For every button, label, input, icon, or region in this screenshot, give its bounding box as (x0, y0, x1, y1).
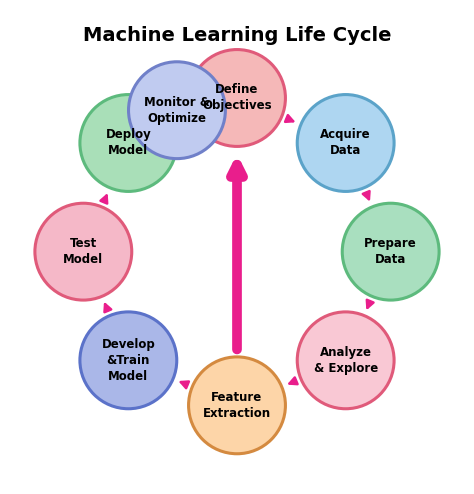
Circle shape (342, 203, 439, 300)
Circle shape (189, 357, 285, 454)
Text: Develop
&Train
Model: Develop &Train Model (101, 338, 155, 383)
Text: Define
Objectives: Define Objectives (202, 83, 272, 113)
Circle shape (189, 49, 285, 146)
Circle shape (297, 312, 394, 409)
Circle shape (80, 94, 177, 191)
Text: Machine Learning Life Cycle: Machine Learning Life Cycle (83, 26, 391, 45)
Circle shape (128, 62, 225, 159)
Text: Deploy
Model: Deploy Model (105, 128, 151, 158)
Text: Analyze
& Explore: Analyze & Explore (313, 346, 378, 375)
Text: Monitor &
Optimize: Monitor & Optimize (144, 96, 210, 124)
Text: Feature
Extraction: Feature Extraction (203, 391, 271, 420)
Circle shape (80, 312, 177, 409)
Circle shape (297, 94, 394, 191)
Text: Prepare
Data: Prepare Data (365, 237, 417, 266)
Circle shape (35, 203, 132, 300)
Text: Test
Model: Test Model (63, 237, 103, 266)
Text: Acquire
Data: Acquire Data (320, 128, 371, 158)
